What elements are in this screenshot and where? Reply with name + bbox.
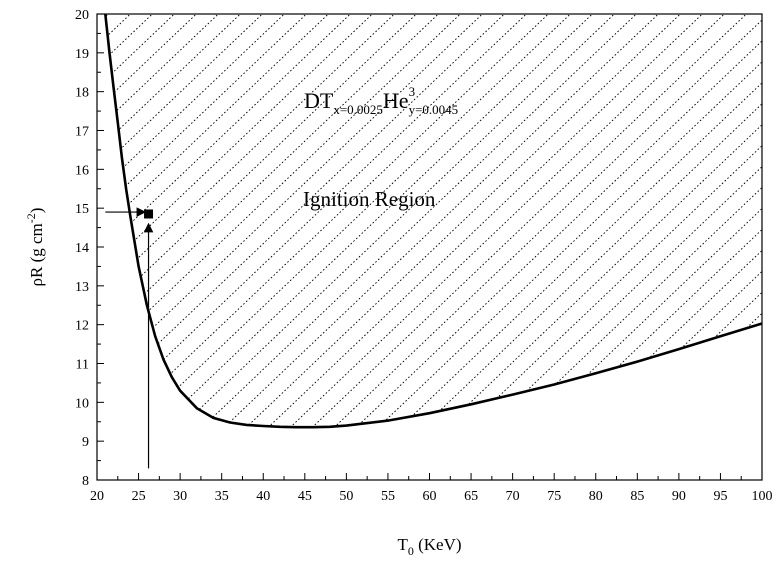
x-tick-label: 55 bbox=[381, 489, 395, 504]
formula-mid: He bbox=[383, 88, 409, 113]
x-axis-title-main: T bbox=[397, 535, 408, 554]
formula-sub-y: y=0.0045 bbox=[409, 102, 459, 117]
hatch-line bbox=[432, 14, 763, 428]
hatch-line bbox=[105, 14, 593, 428]
x-tick-label: 30 bbox=[173, 489, 187, 504]
hatch-line bbox=[105, 14, 549, 428]
hatch-line bbox=[608, 14, 763, 428]
hatch-line bbox=[105, 14, 395, 428]
plot-frame bbox=[96, 13, 763, 481]
hatch-line bbox=[105, 14, 329, 428]
y-axis: 8 9 10 11 12 13 14 15 16 17 18 19 20 bbox=[75, 8, 104, 489]
hatch-line bbox=[105, 14, 483, 428]
hatch-line bbox=[278, 14, 763, 428]
hatch-line bbox=[168, 14, 659, 428]
y-axis-title-superscript: -2 bbox=[24, 213, 38, 223]
hatch-line bbox=[124, 14, 615, 428]
y-tick-label: 12 bbox=[75, 319, 89, 334]
hatch-line bbox=[105, 14, 417, 428]
y-tick-label: 16 bbox=[75, 163, 89, 178]
x-tick-label: 50 bbox=[339, 489, 353, 504]
hatch-line bbox=[105, 14, 131, 428]
y-axis-title-main: ρR (g cm bbox=[27, 223, 46, 286]
hatch-line bbox=[564, 14, 763, 428]
hatch-line bbox=[105, 14, 263, 428]
hatch-line bbox=[630, 14, 763, 428]
x-axis-title-subscript: 0 bbox=[408, 544, 414, 558]
hatch-line bbox=[763, 14, 778, 480]
x-tick-label: 85 bbox=[630, 489, 644, 504]
x-tick-label: 75 bbox=[547, 489, 561, 504]
hatch-line bbox=[146, 14, 637, 428]
x-tick-label: 90 bbox=[672, 489, 686, 504]
hatch-line bbox=[105, 14, 505, 428]
hatch-line bbox=[696, 14, 763, 428]
y-tick-label: 15 bbox=[75, 202, 89, 217]
y-tick-label: 10 bbox=[75, 396, 89, 411]
y-tick-label: 14 bbox=[75, 241, 89, 256]
x-tick-label: 20 bbox=[90, 489, 104, 504]
hatch-line bbox=[718, 14, 763, 428]
ignition-region-hatching bbox=[105, 14, 778, 480]
hatch-line bbox=[105, 14, 439, 428]
x-tick-label: 80 bbox=[589, 489, 603, 504]
hatch-line bbox=[542, 14, 763, 428]
ignition-region-label: Ignition Region bbox=[303, 187, 436, 211]
hatch-line bbox=[234, 14, 725, 428]
y-axis-title-rest: ) bbox=[27, 208, 46, 214]
x-tick-label: 40 bbox=[256, 489, 270, 504]
y-tick-label: 8 bbox=[82, 474, 89, 489]
hatch-line bbox=[652, 14, 763, 428]
hatch-line bbox=[105, 14, 307, 428]
fuel-formula-label: DTx=0.0025He3 y=0.0045 bbox=[304, 84, 458, 117]
hatch-line bbox=[344, 14, 763, 428]
hatch-line bbox=[256, 14, 747, 428]
hatch-line bbox=[105, 14, 285, 428]
hatch-line bbox=[105, 14, 571, 428]
hatch-line bbox=[300, 14, 763, 428]
y-tick-label: 9 bbox=[82, 435, 89, 450]
x-tick-label: 60 bbox=[423, 489, 437, 504]
hatch-line bbox=[476, 14, 763, 428]
hatch-line bbox=[105, 14, 373, 428]
x-tick-label: 35 bbox=[215, 489, 229, 504]
hatch-line bbox=[105, 14, 527, 428]
x-axis-title-rest: (KeV) bbox=[414, 535, 462, 554]
hatch-line bbox=[410, 14, 763, 428]
hatch-line bbox=[322, 14, 763, 428]
hatch-line bbox=[105, 14, 461, 428]
ignition-threshold-curve bbox=[104, 13, 763, 429]
y-tick-label: 11 bbox=[76, 358, 89, 373]
hatch-line bbox=[454, 14, 763, 428]
x-tick-label: 45 bbox=[298, 489, 312, 504]
y-tick-label: 13 bbox=[75, 280, 89, 295]
formula-sup: 3 bbox=[409, 84, 416, 99]
x-tick-label: 95 bbox=[713, 489, 727, 504]
hatch-line bbox=[105, 14, 219, 428]
operating-point-marker bbox=[144, 209, 154, 219]
x-axis-title: T0 (KeV) bbox=[397, 535, 461, 558]
y-tick-label: 18 bbox=[75, 86, 89, 101]
formula-base: DT bbox=[304, 88, 334, 113]
x-tick-label: 25 bbox=[132, 489, 146, 504]
hatch-line bbox=[190, 14, 681, 428]
x-tick-label: 100 bbox=[752, 489, 773, 504]
y-tick-label: 19 bbox=[75, 47, 89, 62]
hatch-line bbox=[105, 14, 351, 428]
hatch-line bbox=[105, 14, 109, 428]
y-tick-label: 17 bbox=[75, 125, 89, 140]
y-tick-label: 20 bbox=[75, 8, 89, 23]
x-axis: 20 25 30 35 40 45 50 55 60 65 70 75 80 85 90 95 100 bbox=[90, 473, 773, 504]
hatch-line bbox=[586, 14, 763, 428]
formula-sub-x: x=0.0025 bbox=[333, 102, 383, 117]
hatch-line bbox=[212, 14, 703, 428]
hatch-line bbox=[740, 14, 763, 428]
hatch-line bbox=[105, 14, 241, 428]
y-axis-title: ρR (g cm-2) bbox=[24, 208, 46, 287]
x-tick-label: 65 bbox=[464, 489, 478, 504]
x-tick-label: 70 bbox=[506, 489, 520, 504]
